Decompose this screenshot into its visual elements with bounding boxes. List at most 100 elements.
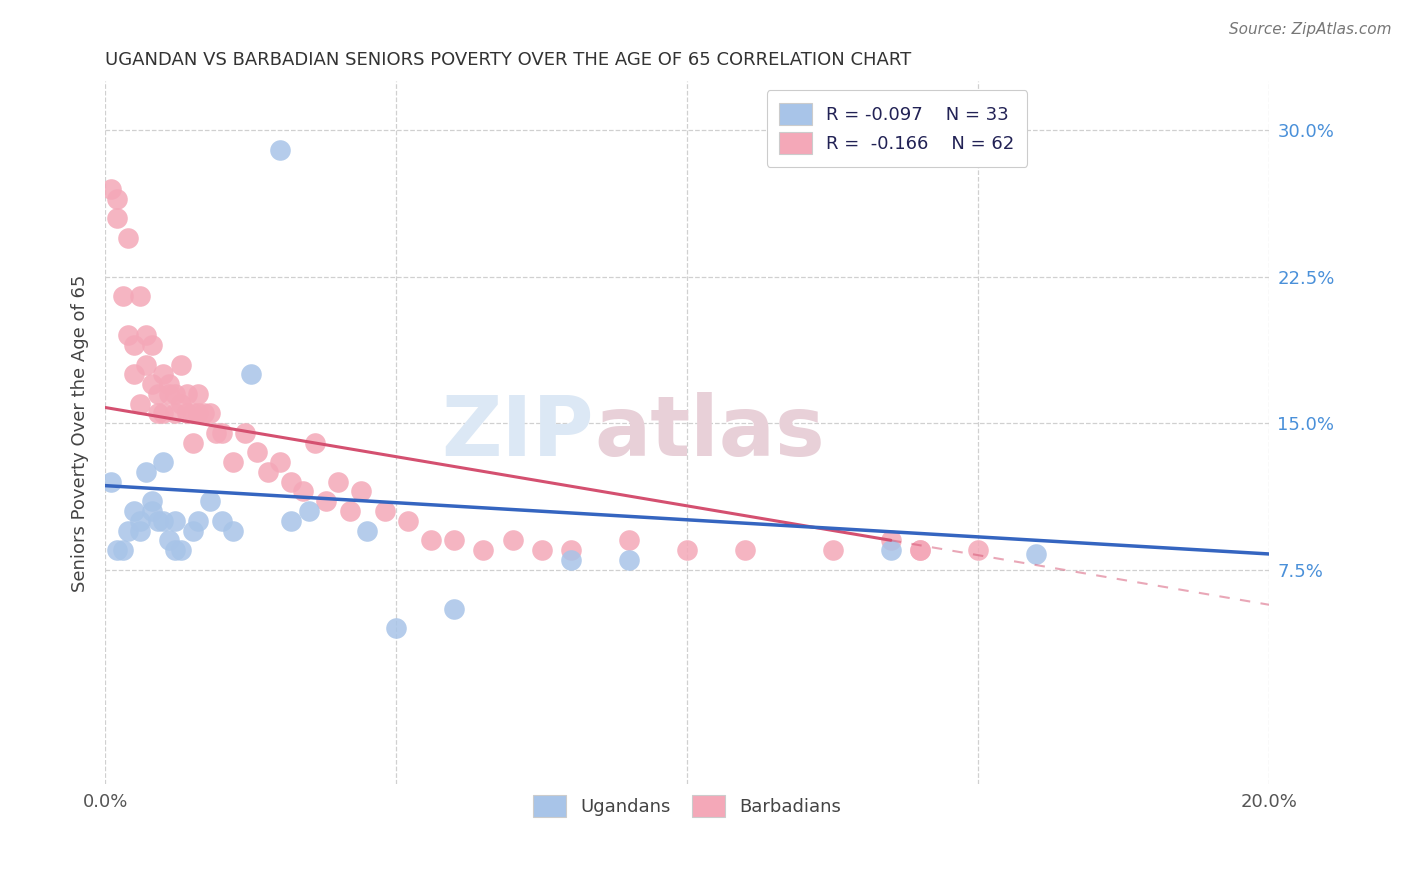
- Point: [292, 484, 315, 499]
- Point: [443, 533, 465, 548]
- Point: [135, 465, 157, 479]
- Point: [105, 211, 128, 225]
- Point: [170, 358, 193, 372]
- Point: [176, 406, 198, 420]
- Point: [280, 475, 302, 489]
- Point: [163, 514, 186, 528]
- Text: atlas: atlas: [593, 392, 825, 474]
- Point: [269, 143, 291, 157]
- Point: [163, 543, 186, 558]
- Point: [129, 289, 152, 303]
- Point: [257, 465, 280, 479]
- Point: [111, 289, 134, 303]
- Point: [326, 475, 349, 489]
- Point: [339, 504, 361, 518]
- Point: [141, 338, 163, 352]
- Point: [117, 230, 139, 244]
- Point: [880, 543, 903, 558]
- Point: [124, 368, 146, 382]
- Point: [135, 328, 157, 343]
- Point: [472, 543, 495, 558]
- Point: [1025, 547, 1047, 561]
- Point: [880, 533, 903, 548]
- Point: [105, 543, 128, 558]
- Point: [187, 406, 209, 420]
- Point: [315, 494, 337, 508]
- Point: [420, 533, 443, 548]
- Point: [141, 504, 163, 518]
- Point: [152, 514, 174, 528]
- Point: [304, 435, 326, 450]
- Point: [181, 524, 204, 538]
- Point: [617, 533, 640, 548]
- Point: [135, 358, 157, 372]
- Point: [198, 406, 221, 420]
- Y-axis label: Seniors Poverty Over the Age of 65: Seniors Poverty Over the Age of 65: [72, 274, 89, 591]
- Point: [152, 406, 174, 420]
- Text: UGANDAN VS BARBADIAN SENIORS POVERTY OVER THE AGE OF 65 CORRELATION CHART: UGANDAN VS BARBADIAN SENIORS POVERTY OVE…: [105, 51, 911, 69]
- Point: [373, 504, 395, 518]
- Point: [198, 494, 221, 508]
- Point: [100, 182, 122, 196]
- Point: [146, 514, 169, 528]
- Point: [193, 406, 215, 420]
- Point: [280, 514, 302, 528]
- Point: [152, 455, 174, 469]
- Point: [187, 514, 209, 528]
- Point: [222, 524, 245, 538]
- Point: [245, 445, 267, 459]
- Point: [269, 455, 291, 469]
- Point: [239, 368, 262, 382]
- Point: [157, 533, 180, 548]
- Point: [100, 475, 122, 489]
- Point: [111, 543, 134, 558]
- Point: [124, 504, 146, 518]
- Point: [129, 396, 152, 410]
- Point: [560, 553, 582, 567]
- Point: [222, 455, 245, 469]
- Point: [676, 543, 699, 558]
- Point: [821, 543, 844, 558]
- Legend: Ugandans, Barbadians: Ugandans, Barbadians: [526, 789, 848, 824]
- Point: [170, 396, 193, 410]
- Point: [105, 192, 128, 206]
- Point: [129, 514, 152, 528]
- Point: [385, 621, 408, 635]
- Point: [152, 368, 174, 382]
- Point: [163, 406, 186, 420]
- Point: [117, 524, 139, 538]
- Point: [734, 543, 756, 558]
- Point: [181, 406, 204, 420]
- Point: [443, 601, 465, 615]
- Point: [176, 387, 198, 401]
- Point: [908, 543, 931, 558]
- Point: [187, 387, 209, 401]
- Point: [157, 377, 180, 392]
- Point: [141, 494, 163, 508]
- Text: Source: ZipAtlas.com: Source: ZipAtlas.com: [1229, 22, 1392, 37]
- Text: ZIP: ZIP: [441, 392, 593, 474]
- Point: [908, 543, 931, 558]
- Point: [124, 338, 146, 352]
- Point: [146, 387, 169, 401]
- Point: [298, 504, 321, 518]
- Point: [502, 533, 524, 548]
- Point: [233, 425, 256, 440]
- Point: [170, 543, 193, 558]
- Point: [141, 377, 163, 392]
- Point: [181, 435, 204, 450]
- Point: [617, 553, 640, 567]
- Point: [350, 484, 373, 499]
- Point: [129, 524, 152, 538]
- Point: [211, 425, 233, 440]
- Point: [396, 514, 419, 528]
- Point: [356, 524, 378, 538]
- Point: [146, 406, 169, 420]
- Point: [157, 387, 180, 401]
- Point: [163, 387, 186, 401]
- Point: [530, 543, 553, 558]
- Point: [211, 514, 233, 528]
- Point: [560, 543, 582, 558]
- Point: [204, 425, 226, 440]
- Point: [967, 543, 990, 558]
